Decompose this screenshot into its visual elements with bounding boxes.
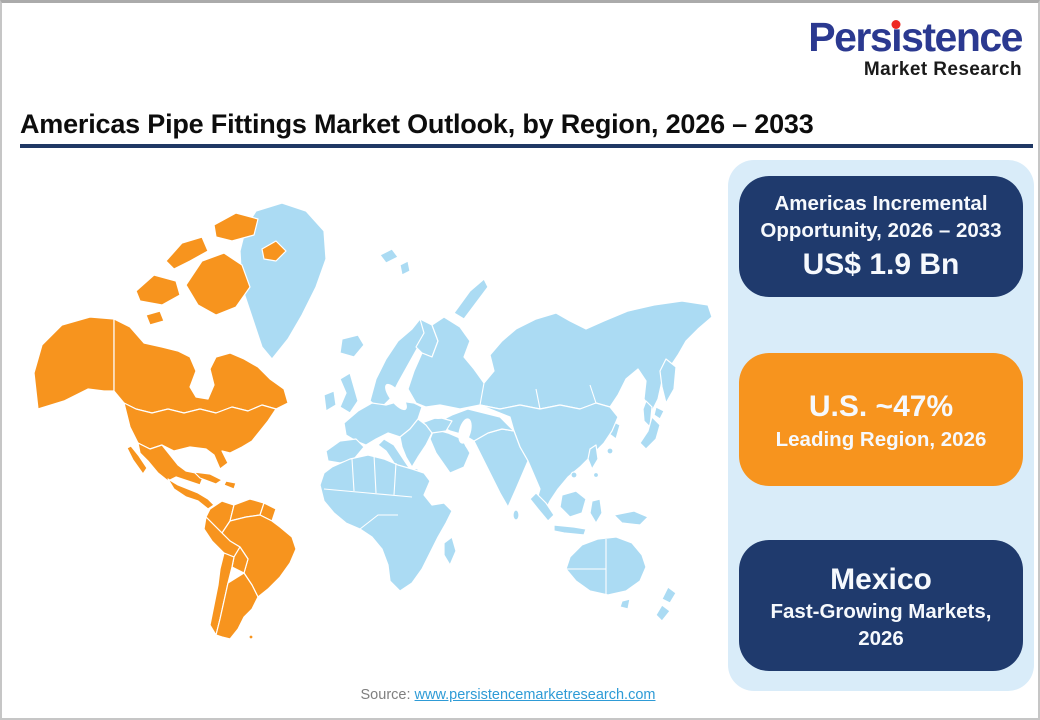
stats-panel: Americas Incremental Opportunity, 2026 –… — [728, 160, 1034, 691]
card-fast-growing-market: Mexico Fast-Growing Markets, 2026 — [739, 540, 1023, 671]
title-underline — [20, 144, 1033, 148]
card-value: Mexico — [830, 562, 932, 596]
region-sri-lanka — [512, 509, 520, 521]
region-philippines — [587, 444, 599, 470]
region-bolivia — [231, 546, 249, 574]
region-arctic-island-6 — [145, 310, 165, 326]
page-title: Americas Pipe Fittings Market Outlook, b… — [20, 109, 814, 139]
asia-borders — [479, 382, 597, 410]
region-balkans — [399, 418, 433, 468]
region-novaya-zemlya — [453, 278, 489, 320]
card-value: US$ 1.9 Bn — [802, 247, 960, 281]
region-argentina — [215, 572, 259, 640]
region-taiwan — [606, 447, 614, 455]
region-arctic-island-1 — [135, 274, 181, 306]
region-uk — [339, 372, 359, 414]
region-new-guinea — [613, 510, 649, 526]
region-new-zealand-south — [655, 604, 671, 622]
red-sea-gap — [427, 446, 443, 480]
region-iceland — [339, 334, 365, 358]
region-sumatra — [529, 492, 555, 522]
australia-borders — [566, 539, 607, 594]
region-arctic-island-4 — [213, 212, 259, 242]
region-iberia — [325, 438, 365, 464]
region-hispaniola — [223, 480, 237, 490]
pmr-logo: Persıstence Market Research — [808, 14, 1023, 80]
map-other-regions — [239, 202, 713, 622]
card-heading: Leading Region, 2026 — [775, 427, 987, 451]
logo-brand-post: stence — [901, 14, 1023, 60]
region-madagascar — [443, 536, 457, 566]
region-arctic-island-5 — [261, 240, 287, 262]
region-tasmania — [619, 598, 631, 610]
region-svalbard-2 — [399, 260, 411, 276]
region-borneo — [559, 490, 587, 518]
source-line: Source: www.persistencemarketresearch.co… — [2, 687, 1014, 703]
card-heading: Fast-Growing Markets, 2026 — [770, 600, 992, 651]
region-japan-hokkaido — [653, 406, 665, 420]
region-baja — [126, 445, 148, 475]
world-map — [18, 163, 724, 691]
world-map-svg — [33, 202, 713, 640]
region-java — [553, 524, 587, 536]
region-sakhalin — [642, 400, 653, 428]
logo-red-dot-icon: ı — [891, 14, 902, 60]
region-ireland — [323, 390, 337, 412]
card-heading: Americas Incremental Opportunity, 2026 –… — [760, 191, 1002, 242]
logo-brand-pre: Pers — [808, 14, 892, 60]
region-greenland — [239, 202, 327, 360]
card-leading-region: U.S. ~47% Leading Region, 2026 — [739, 353, 1023, 486]
africa-borders — [323, 454, 413, 530]
region-cuba — [193, 471, 223, 485]
card-incremental-opportunity: Americas Incremental Opportunity, 2026 –… — [739, 176, 1023, 297]
region-philippines-2 — [592, 471, 600, 479]
region-svalbard — [379, 248, 399, 264]
region-sulawesi — [589, 498, 603, 524]
region-central-america — [167, 478, 215, 510]
logo-brand-text: Persıstence — [808, 14, 1023, 60]
region-alaska — [33, 316, 115, 410]
black-sea — [425, 407, 451, 419]
region-usa — [123, 402, 277, 470]
region-arctic-island-3 — [165, 236, 209, 270]
source-link[interactable]: www.persistencemarketresearch.com — [414, 687, 656, 703]
card-value: U.S. ~47% — [808, 390, 954, 424]
region-japan-honshu — [639, 416, 661, 450]
region-hainan — [570, 471, 578, 479]
region-africa — [319, 454, 453, 592]
persian-gulf — [464, 442, 476, 452]
baltic-sea — [385, 383, 407, 411]
region-new-zealand-north — [661, 586, 677, 604]
region-kamchatka — [659, 358, 677, 404]
region-mexico — [137, 442, 205, 486]
map-americas-highlight — [33, 212, 297, 640]
source-label: Source: — [360, 687, 411, 703]
region-falklands — [248, 634, 254, 640]
caspian-sea — [458, 418, 472, 444]
logo-subtitle: Market Research — [863, 59, 1022, 80]
region-arctic-island-2 — [185, 252, 251, 316]
